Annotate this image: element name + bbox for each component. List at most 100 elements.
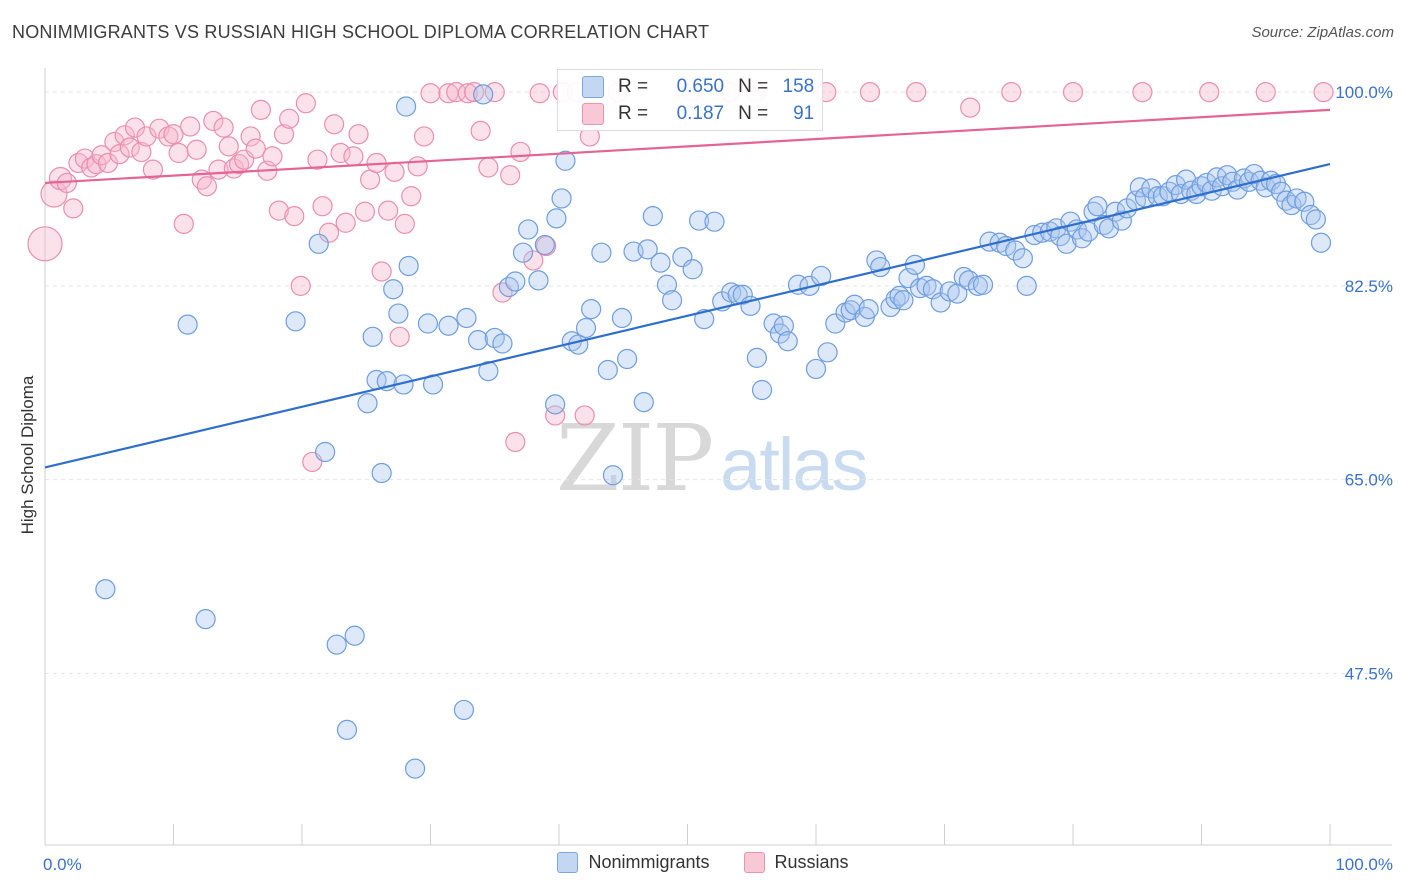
data-point-russians: [173, 213, 194, 234]
data-point-russians: [505, 431, 526, 453]
data-point-nonimmigrants: [777, 331, 798, 352]
data-point-nonimmigrants: [518, 219, 539, 240]
data-point-nonimmigrants: [656, 274, 678, 295]
legend-item-nonimmigrants: Nonimmigrants: [557, 852, 710, 873]
legend-row-russians: R = 0.187 N = 91: [558, 100, 814, 128]
data-point-nonimmigrants: [893, 290, 914, 311]
data-point-russians: [119, 137, 140, 158]
data-point-russians: [523, 250, 544, 271]
data-point-russians: [371, 261, 392, 282]
data-point-nonimmigrants: [512, 242, 534, 263]
data-point-russians: [1255, 82, 1276, 103]
x-tick-label: 0.0%: [43, 855, 82, 874]
data-point-nonimmigrants: [417, 313, 439, 334]
y-tick-label: 100.0%: [1335, 83, 1393, 102]
data-point-russians: [1199, 82, 1220, 103]
source-label: Source: ZipAtlas.com: [1251, 24, 1394, 41]
legend-r-label: R =: [618, 103, 649, 124]
data-point-nonimmigrants: [972, 274, 994, 295]
data-point-nonimmigrants: [336, 719, 358, 740]
y-axis-title: High School Diploma: [18, 375, 37, 535]
data-point-nonimmigrants: [805, 358, 827, 380]
data-point-nonimmigrants: [1305, 209, 1326, 230]
data-point-russians: [401, 186, 422, 207]
data-point-russians: [180, 116, 201, 137]
data-point-russians: [186, 139, 207, 160]
data-point-russians: [1132, 82, 1153, 103]
data-point-russians: [318, 222, 340, 243]
data-point-nonimmigrants: [751, 379, 773, 401]
data-point-nonimmigrants: [1175, 169, 1197, 190]
data-point-nonimmigrants: [611, 307, 633, 329]
data-point-russians: [492, 282, 513, 303]
data-point-nonimmigrants: [534, 234, 555, 256]
data-point-nonimmigrants: [591, 242, 612, 263]
data-point-russians: [377, 200, 399, 221]
data-point-russians: [335, 212, 356, 233]
data-point-nonimmigrants: [858, 299, 879, 320]
data-point-nonimmigrants: [694, 309, 715, 330]
data-point-russians: [114, 125, 135, 146]
data-point-russians: [284, 206, 305, 227]
data-point-nonimmigrants: [453, 699, 475, 721]
data-point-russians: [389, 326, 410, 347]
data-point-russians: [536, 235, 557, 257]
data-point-nonimmigrants: [1012, 248, 1033, 269]
data-point-russians: [290, 275, 311, 296]
data-point-russians: [142, 159, 164, 180]
data-point-russians: [529, 83, 550, 104]
legend-label: Russians: [774, 852, 849, 872]
data-point-nonimmigrants: [467, 330, 489, 351]
data-point-russians: [295, 93, 316, 114]
data-point-russians: [109, 144, 130, 165]
legend-r-value: 0.187: [676, 103, 725, 124]
data-point-nonimmigrants: [773, 315, 794, 336]
data-point-nonimmigrants: [398, 255, 419, 277]
data-point-nonimmigrants: [732, 284, 753, 305]
data-point-russians: [240, 126, 261, 147]
data-point-nonimmigrants: [1087, 196, 1108, 217]
data-point-russians: [545, 405, 566, 426]
data-point-nonimmigrants: [1111, 210, 1132, 231]
data-point-nonimmigrants: [546, 208, 567, 229]
data-point-nonimmigrants: [177, 314, 198, 335]
data-point-russians: [324, 114, 345, 135]
data-point-russians: [859, 82, 881, 103]
data-point-nonimmigrants: [528, 270, 549, 291]
data-point-nonimmigrants: [1083, 201, 1104, 222]
data-point-nonimmigrants: [555, 150, 576, 171]
legend-n-value: 91: [793, 103, 815, 124]
data-point-russians: [40, 180, 68, 208]
data-point-nonimmigrants: [811, 265, 832, 287]
data-point-nonimmigrants: [505, 271, 526, 292]
data-point-nonimmigrants: [597, 359, 618, 381]
data-point-nonimmigrants: [404, 758, 426, 779]
data-point-russians: [1313, 82, 1334, 103]
data-point-nonimmigrants: [545, 394, 566, 415]
data-point-nonimmigrants: [898, 268, 919, 289]
legend-n-label: N =: [738, 76, 769, 97]
data-point-russians: [1062, 82, 1084, 103]
data-point-nonimmigrants: [617, 348, 638, 370]
data-point-nonimmigrants: [551, 188, 572, 209]
legend-r-label: R =: [618, 76, 649, 97]
data-point-russians: [245, 138, 266, 159]
data-point-russians: [510, 141, 531, 163]
data-point-nonimmigrants: [362, 326, 383, 347]
data-point-nonimmigrants: [825, 313, 846, 334]
trend-line-nonimmigrants: [44, 163, 1331, 469]
data-point-russians: [196, 176, 218, 197]
stats-legend: R = 0.650 N = 158 R = 0.187 N = 91: [557, 69, 823, 131]
data-point-nonimmigrants: [661, 290, 683, 311]
data-point-nonimmigrants: [817, 342, 838, 363]
data-point-russians: [348, 124, 369, 145]
data-point-russians: [163, 124, 184, 145]
data-point-nonimmigrants: [688, 210, 710, 231]
trend-line-russians: [44, 108, 1331, 185]
legend-row-nonimmigrants: R = 0.650 N = 158: [558, 73, 814, 101]
data-point-russians: [218, 136, 239, 157]
data-point-russians: [104, 131, 125, 153]
data-point-nonimmigrants: [492, 333, 513, 354]
legend-n-value: 158: [782, 76, 815, 97]
data-point-russians: [203, 110, 224, 132]
